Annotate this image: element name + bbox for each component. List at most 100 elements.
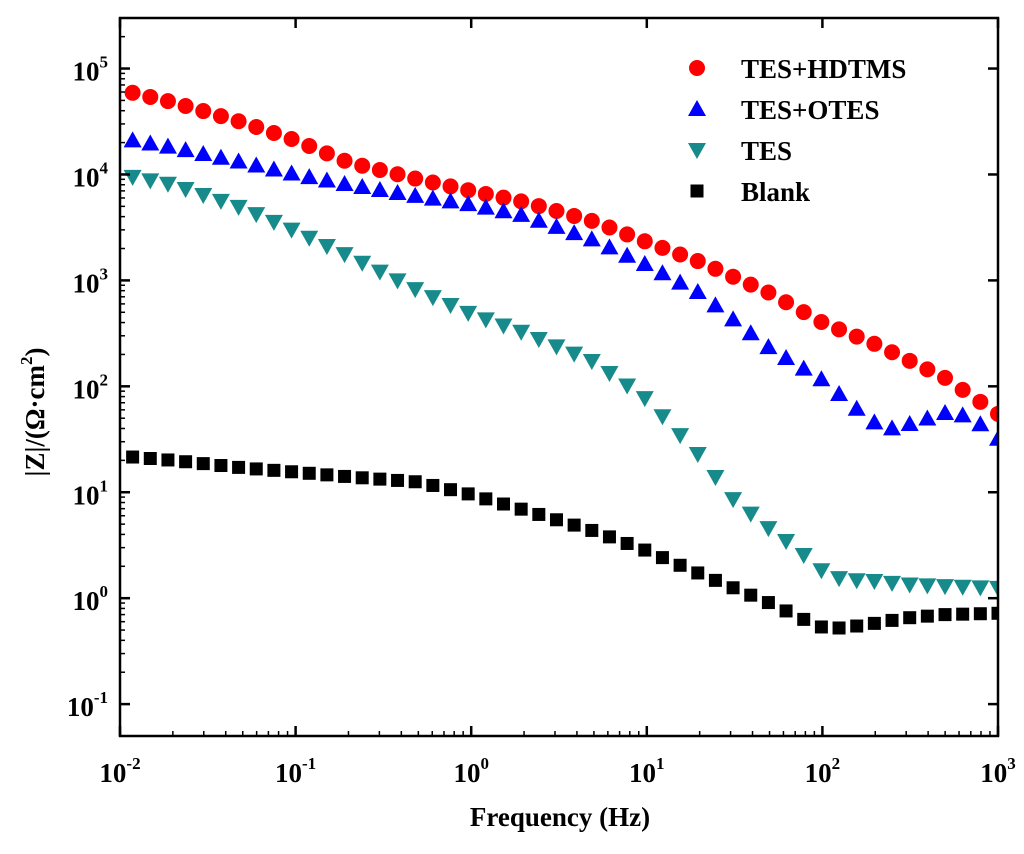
data-point: [302, 466, 316, 480]
legend-marker: [688, 143, 706, 159]
x-tick-label-exp: -2: [126, 754, 140, 773]
x-tick-label: 10-2: [99, 754, 140, 788]
data-point: [388, 273, 407, 290]
data-point: [797, 612, 811, 626]
data-point: [212, 108, 229, 125]
data-point: [954, 381, 971, 398]
y-tick-label-base: 10: [73, 480, 100, 510]
data-point: [936, 579, 955, 596]
data-point: [320, 468, 334, 482]
data-point: [406, 282, 425, 299]
data-point: [354, 157, 371, 174]
series-blank: [126, 450, 998, 635]
data-point: [635, 254, 654, 271]
data-point: [547, 339, 566, 356]
y-tick-label-base: 10: [73, 374, 100, 404]
data-point: [619, 226, 636, 243]
data-point: [865, 574, 884, 591]
data-point: [832, 621, 846, 635]
data-point: [338, 469, 352, 483]
data-point: [708, 573, 722, 587]
data-point: [370, 264, 389, 281]
data-point: [706, 469, 725, 486]
series-tes-otes: [123, 131, 998, 446]
legend: TES+HDTMS TES+OTES TES Blank: [688, 54, 906, 207]
data-point: [388, 183, 407, 200]
data-point: [549, 513, 563, 527]
data-point: [812, 370, 831, 387]
data-point: [335, 174, 354, 191]
data-point: [124, 84, 141, 101]
data-point: [406, 186, 425, 203]
data-point: [671, 428, 690, 445]
data-point: [972, 393, 989, 410]
data-point: [336, 152, 353, 169]
data-point: [407, 170, 424, 187]
y-tick-label: 105: [73, 53, 109, 87]
legend-marker: [688, 100, 706, 116]
x-tick-label-base: 10: [453, 758, 480, 788]
data-point: [513, 193, 530, 210]
data-point: [760, 284, 777, 301]
y-tick-label-exp: -1: [94, 688, 108, 707]
data-point: [673, 558, 687, 572]
data-point: [459, 195, 478, 212]
data-point: [441, 297, 460, 314]
data-point: [391, 473, 405, 487]
x-tick-label-exp: 2: [832, 754, 841, 773]
y-tick-label-exp: 5: [100, 53, 109, 72]
y-tick-label-exp: 3: [100, 264, 109, 283]
data-point: [830, 571, 849, 588]
data-point: [971, 580, 990, 597]
data-point: [990, 405, 998, 422]
data-point: [371, 162, 388, 179]
data-point: [211, 148, 230, 165]
data-point: [426, 478, 440, 492]
data-point: [655, 551, 669, 565]
data-point: [900, 415, 919, 432]
data-point: [654, 239, 671, 256]
data-point: [179, 455, 193, 469]
y-axis-label-close: ): [20, 348, 50, 357]
y-tick-label-exp: 2: [100, 370, 109, 389]
y-tick-label: 100: [73, 582, 109, 616]
data-point: [214, 459, 228, 473]
data-point: [744, 588, 758, 602]
data-point: [496, 497, 510, 511]
axes: 10-2 10-1 100 101 102 10310-11001011021031041…: [67, 16, 1016, 788]
data-point: [850, 619, 864, 633]
x-tick-label-exp: 0: [480, 754, 489, 773]
data-point: [636, 233, 653, 250]
data-point: [582, 230, 601, 247]
data-point: [408, 475, 422, 489]
data-point: [373, 472, 387, 486]
data-point: [389, 166, 406, 183]
legend-label: TES: [741, 136, 792, 166]
data-point: [585, 523, 599, 537]
data-point: [530, 198, 547, 215]
data-point: [919, 361, 936, 378]
y-tick-label-base: 10: [73, 162, 100, 192]
y-tick-label-base: 10: [73, 57, 100, 87]
data-point: [777, 348, 796, 365]
data-point: [317, 238, 336, 255]
data-point: [230, 113, 247, 130]
data-point: [794, 548, 813, 565]
data-point: [602, 530, 616, 544]
data-point: [759, 338, 778, 355]
data-point: [196, 457, 210, 471]
data-point: [283, 130, 300, 147]
y-tick-label-exp: 4: [100, 158, 109, 177]
data-point: [920, 609, 934, 623]
data-point: [813, 313, 830, 330]
data-point: [176, 141, 195, 158]
data-point: [901, 352, 918, 369]
x-tick-label: 102: [805, 754, 841, 788]
x-tick-label-base: 10: [980, 758, 1007, 788]
data-point: [264, 214, 283, 231]
data-point: [812, 563, 831, 580]
data-point: [884, 344, 901, 361]
legend-marker: [689, 60, 705, 76]
data-point: [885, 613, 899, 627]
